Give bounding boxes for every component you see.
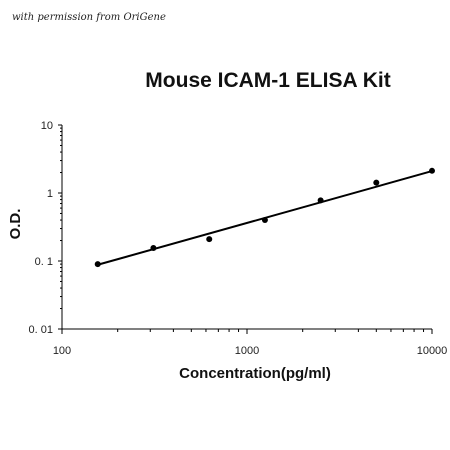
data-point	[429, 167, 435, 174]
y-tick-label: 1	[47, 188, 53, 200]
data-point	[94, 261, 101, 268]
data-point	[150, 245, 157, 252]
y-tick-label: 0. 1	[35, 256, 53, 268]
chart-title: Mouse ICAM-1 ELISA Kit	[145, 69, 390, 92]
watermark-text: with permission from OriGene	[12, 12, 166, 23]
ticks	[58, 124, 433, 334]
x-tick-label: 100	[53, 345, 71, 357]
x-tick-label: 10000	[417, 345, 448, 357]
data-points	[94, 167, 435, 268]
x-tick-label: 1000	[235, 345, 259, 357]
data-point	[317, 197, 324, 204]
x-axis-label: Concentration(pg/ml)	[179, 365, 331, 382]
y-axis-label: O.D.	[7, 209, 24, 240]
data-point	[373, 179, 380, 186]
data-point	[206, 236, 213, 243]
axes	[61, 125, 432, 330]
y-tick-label: 0. 01	[29, 324, 53, 336]
tick-labels: 0. 01 0. 1 1 10 100 1000 10000	[29, 120, 448, 357]
data-point	[261, 217, 268, 224]
y-tick-label: 10	[41, 120, 53, 132]
